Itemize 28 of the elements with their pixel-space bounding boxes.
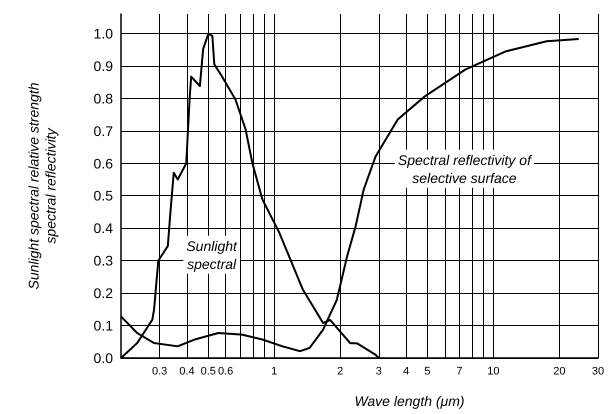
y-tick-label: 0.5 bbox=[94, 188, 114, 204]
x-tick-label: 0.5 bbox=[200, 366, 216, 378]
x-tick-label: 0.4 bbox=[179, 366, 195, 378]
x-tick-label: 30 bbox=[592, 366, 604, 378]
x-tick-label: 2 bbox=[337, 366, 344, 378]
y-tick-label: 0.1 bbox=[94, 318, 114, 334]
y-tick-label: 0.9 bbox=[94, 58, 114, 74]
x-tick-label: 0.3 bbox=[152, 366, 168, 378]
y-tick-label: 0.6 bbox=[94, 155, 114, 172]
x-tick-label: 0.6 bbox=[218, 366, 234, 378]
y-tick-label: 1.0 bbox=[94, 25, 114, 42]
x-tick-label: 10 bbox=[487, 366, 500, 378]
y-tick-label: 0.4 bbox=[94, 220, 114, 236]
annotation: Sunlight spectral bbox=[186, 238, 238, 272]
x-tick-label: 5 bbox=[424, 366, 430, 378]
x-tick-label: 4 bbox=[403, 366, 410, 378]
y-tick-label: 0.0 bbox=[94, 350, 114, 366]
y-tick-label: 0.2 bbox=[94, 285, 114, 302]
y-axis-title: Sunlight spectral relative strength spectral reflectivity bbox=[26, 82, 58, 290]
x-tick-label: 1 bbox=[271, 366, 278, 378]
x-axis-title: Wave length (μm) bbox=[354, 393, 465, 409]
x-tick-label: 3 bbox=[376, 366, 382, 378]
y-tick-label: 0.7 bbox=[94, 122, 114, 139]
x-tick-label: 20 bbox=[553, 366, 566, 378]
annotation: Spectral reflectivity of selective surface bbox=[398, 152, 534, 186]
y-tick-label: 0.8 bbox=[94, 90, 114, 106]
y-tick-label: 0.3 bbox=[94, 252, 114, 269]
x-tick-label: 7 bbox=[456, 366, 463, 378]
